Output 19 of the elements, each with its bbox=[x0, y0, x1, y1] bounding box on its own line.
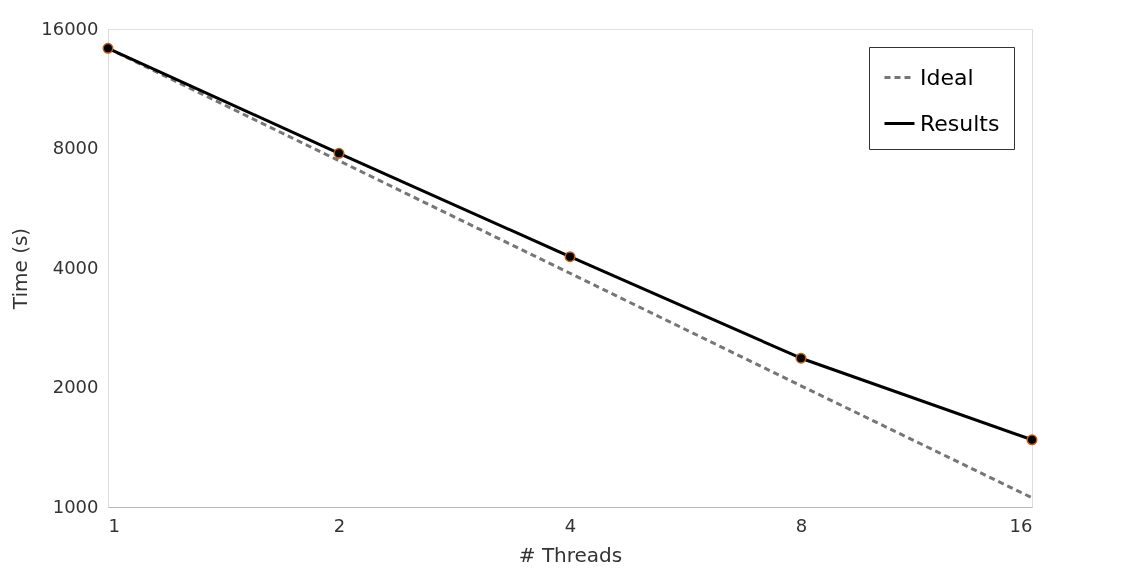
x-tick-label: 1 bbox=[108, 514, 120, 536]
point bbox=[564, 251, 576, 263]
point bbox=[795, 352, 807, 364]
point bbox=[1026, 434, 1038, 446]
point bbox=[102, 42, 114, 54]
y-axis-title: Time (s) bbox=[8, 227, 33, 311]
legend-label: Ideal bbox=[920, 64, 974, 90]
y-tick-label: 8000 bbox=[52, 137, 99, 158]
x-tick-label: 2 bbox=[333, 514, 346, 536]
y-tick-label: 2000 bbox=[52, 376, 99, 397]
legend-label: Results bbox=[920, 110, 1000, 136]
x-tick-label: 16 bbox=[1009, 514, 1033, 536]
point bbox=[333, 147, 345, 159]
y-tick-label: 1000 bbox=[52, 495, 99, 517]
x-tick-label: 4 bbox=[564, 514, 577, 536]
x-axis-title: # Threads bbox=[518, 542, 623, 567]
y-tick-label: 16000 bbox=[41, 17, 99, 39]
y-tick-label: 4000 bbox=[52, 256, 99, 278]
x-tick-label: 8 bbox=[795, 514, 808, 536]
